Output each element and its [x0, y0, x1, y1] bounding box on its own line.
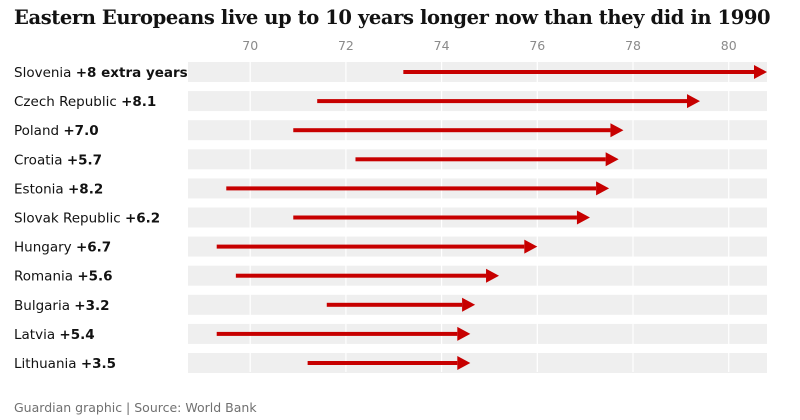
change-value: +7.0: [63, 123, 98, 139]
arrow-head: [687, 94, 701, 109]
change-value: +3.2: [74, 298, 109, 314]
arrow-head: [524, 239, 538, 254]
row-label: Estonia +8.2: [14, 181, 103, 197]
change-value: +5.4: [59, 327, 94, 343]
arrow-shaft: [235, 273, 487, 278]
chart-row: Slovak Republic +6.2: [14, 210, 590, 227]
change-value: +3.5: [81, 356, 116, 372]
chart-title: Eastern Europeans live up to 10 years lo…: [14, 6, 771, 29]
chart-row: Latvia +5.4: [14, 326, 471, 343]
row-band: [188, 294, 767, 315]
arrow-shaft: [216, 244, 525, 249]
change-value: +5.6: [77, 269, 112, 285]
arrow-head: [462, 297, 476, 312]
row-label: Hungary +6.7: [14, 240, 111, 256]
chart-row: Estonia +8.2: [14, 181, 610, 197]
change-value: +6.2: [125, 211, 160, 227]
arrow-shaft: [307, 361, 458, 365]
x-tick-label: 70: [242, 38, 258, 53]
change-value: +8.1: [121, 94, 156, 110]
chart-row: Slovenia +8 extra years: [14, 65, 767, 81]
x-tick-label: 72: [338, 38, 354, 53]
country-name: Slovak Republic: [14, 211, 125, 227]
chart-row: Romania +5.6: [14, 268, 500, 285]
row-label: Slovenia +8 extra years: [14, 65, 188, 81]
chart-row: Croatia +5.7: [14, 152, 619, 168]
country-name: Croatia: [14, 152, 67, 168]
x-tick-label: 80: [721, 38, 737, 53]
change-value: +8.2: [68, 181, 103, 197]
row-band: [188, 353, 767, 373]
arrow-shaft: [403, 70, 754, 74]
row-label: Romania +5.6: [14, 269, 113, 285]
x-tick-label: 78: [625, 38, 641, 53]
arrow-shaft: [326, 302, 463, 307]
arrow-head: [605, 152, 619, 167]
arrow-head: [576, 210, 590, 225]
change-value: +8 extra years: [76, 65, 188, 81]
chart-rows: Slovenia +8 extra years Czech Republic +8…: [14, 65, 767, 372]
row-band: [188, 323, 767, 344]
row-label: Bulgaria +3.2: [14, 298, 110, 314]
change-value: +5.7: [67, 152, 102, 168]
country-name: Czech Republic: [14, 94, 121, 110]
arrow-head: [486, 268, 500, 283]
chart-row: Czech Republic +8.1: [14, 94, 701, 110]
source-note: Guardian graphic | Source: World Bank: [14, 400, 257, 415]
change-value: +6.7: [76, 240, 111, 256]
chart-row: Lithuania +3.5: [14, 356, 471, 372]
row-label: Croatia +5.7: [14, 152, 102, 168]
country-name: Poland: [14, 123, 63, 139]
chart-row: Bulgaria +3.2: [14, 297, 476, 314]
country-name: Romania: [14, 269, 77, 285]
x-axis-ticks: 70 72 74 76 78 80: [242, 38, 736, 53]
row-label: Latvia +5.4: [14, 327, 95, 343]
arrow-shaft: [317, 99, 688, 104]
arrow-chart: 70 72 74 76 78 80 Slovenia +8 extra years Czec…: [14, 38, 767, 373]
country-name: Slovenia: [14, 65, 76, 81]
chart-row: Poland +7.0: [14, 123, 624, 139]
country-name: Estonia: [14, 181, 68, 197]
arrow-head: [754, 65, 767, 79]
x-tick-label: 74: [434, 38, 450, 53]
x-tick-label: 76: [529, 38, 545, 53]
row-label: Poland +7.0: [14, 123, 99, 139]
arrow-head: [457, 326, 471, 341]
arrow-head: [457, 356, 471, 370]
row-label: Czech Republic +8.1: [14, 94, 156, 110]
arrow-shaft: [216, 331, 458, 336]
chart-row: Hungary +6.7: [14, 239, 538, 256]
arrow-head: [596, 181, 610, 196]
country-name: Bulgaria: [14, 298, 74, 314]
arrow-shaft: [355, 157, 606, 162]
country-name: Lithuania: [14, 356, 81, 372]
arrow-shaft: [293, 128, 611, 133]
arrow-shaft: [226, 186, 597, 191]
arrow-shaft: [293, 215, 577, 220]
arrow-head: [610, 123, 624, 138]
row-label: Slovak Republic +6.2: [14, 211, 160, 227]
row-label: Lithuania +3.5: [14, 356, 116, 372]
country-name: Latvia: [14, 327, 59, 343]
country-name: Hungary: [14, 240, 76, 256]
